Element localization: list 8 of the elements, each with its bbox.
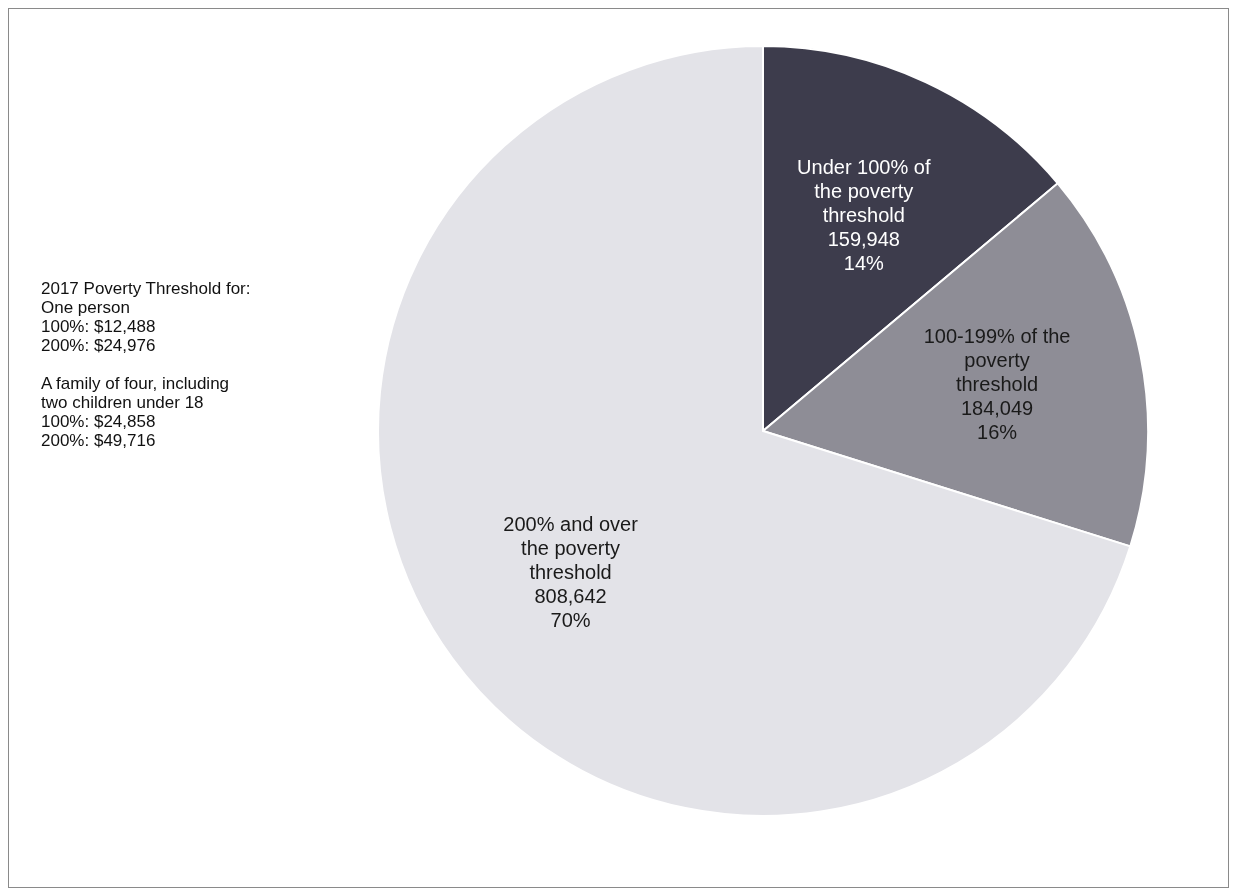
slice-label: Under 100% of the poverty threshold [797,155,931,226]
text: A family of four, including two children under 18 100%: $24,858 200%: $49,716 [41,374,231,450]
data-label: 159,948 14% [827,227,900,274]
text: 2017 Poverty Threshold for: One person 100%: $12,488 200%: $24,976 [41,279,251,355]
slice-label: 100-199% of the poverty threshold [923,325,1071,396]
data-label: 184,049 16% [960,397,1034,444]
slice-label: 200% and over the poverty threshold [503,513,639,584]
data-label: 808,642 70% [534,585,607,632]
